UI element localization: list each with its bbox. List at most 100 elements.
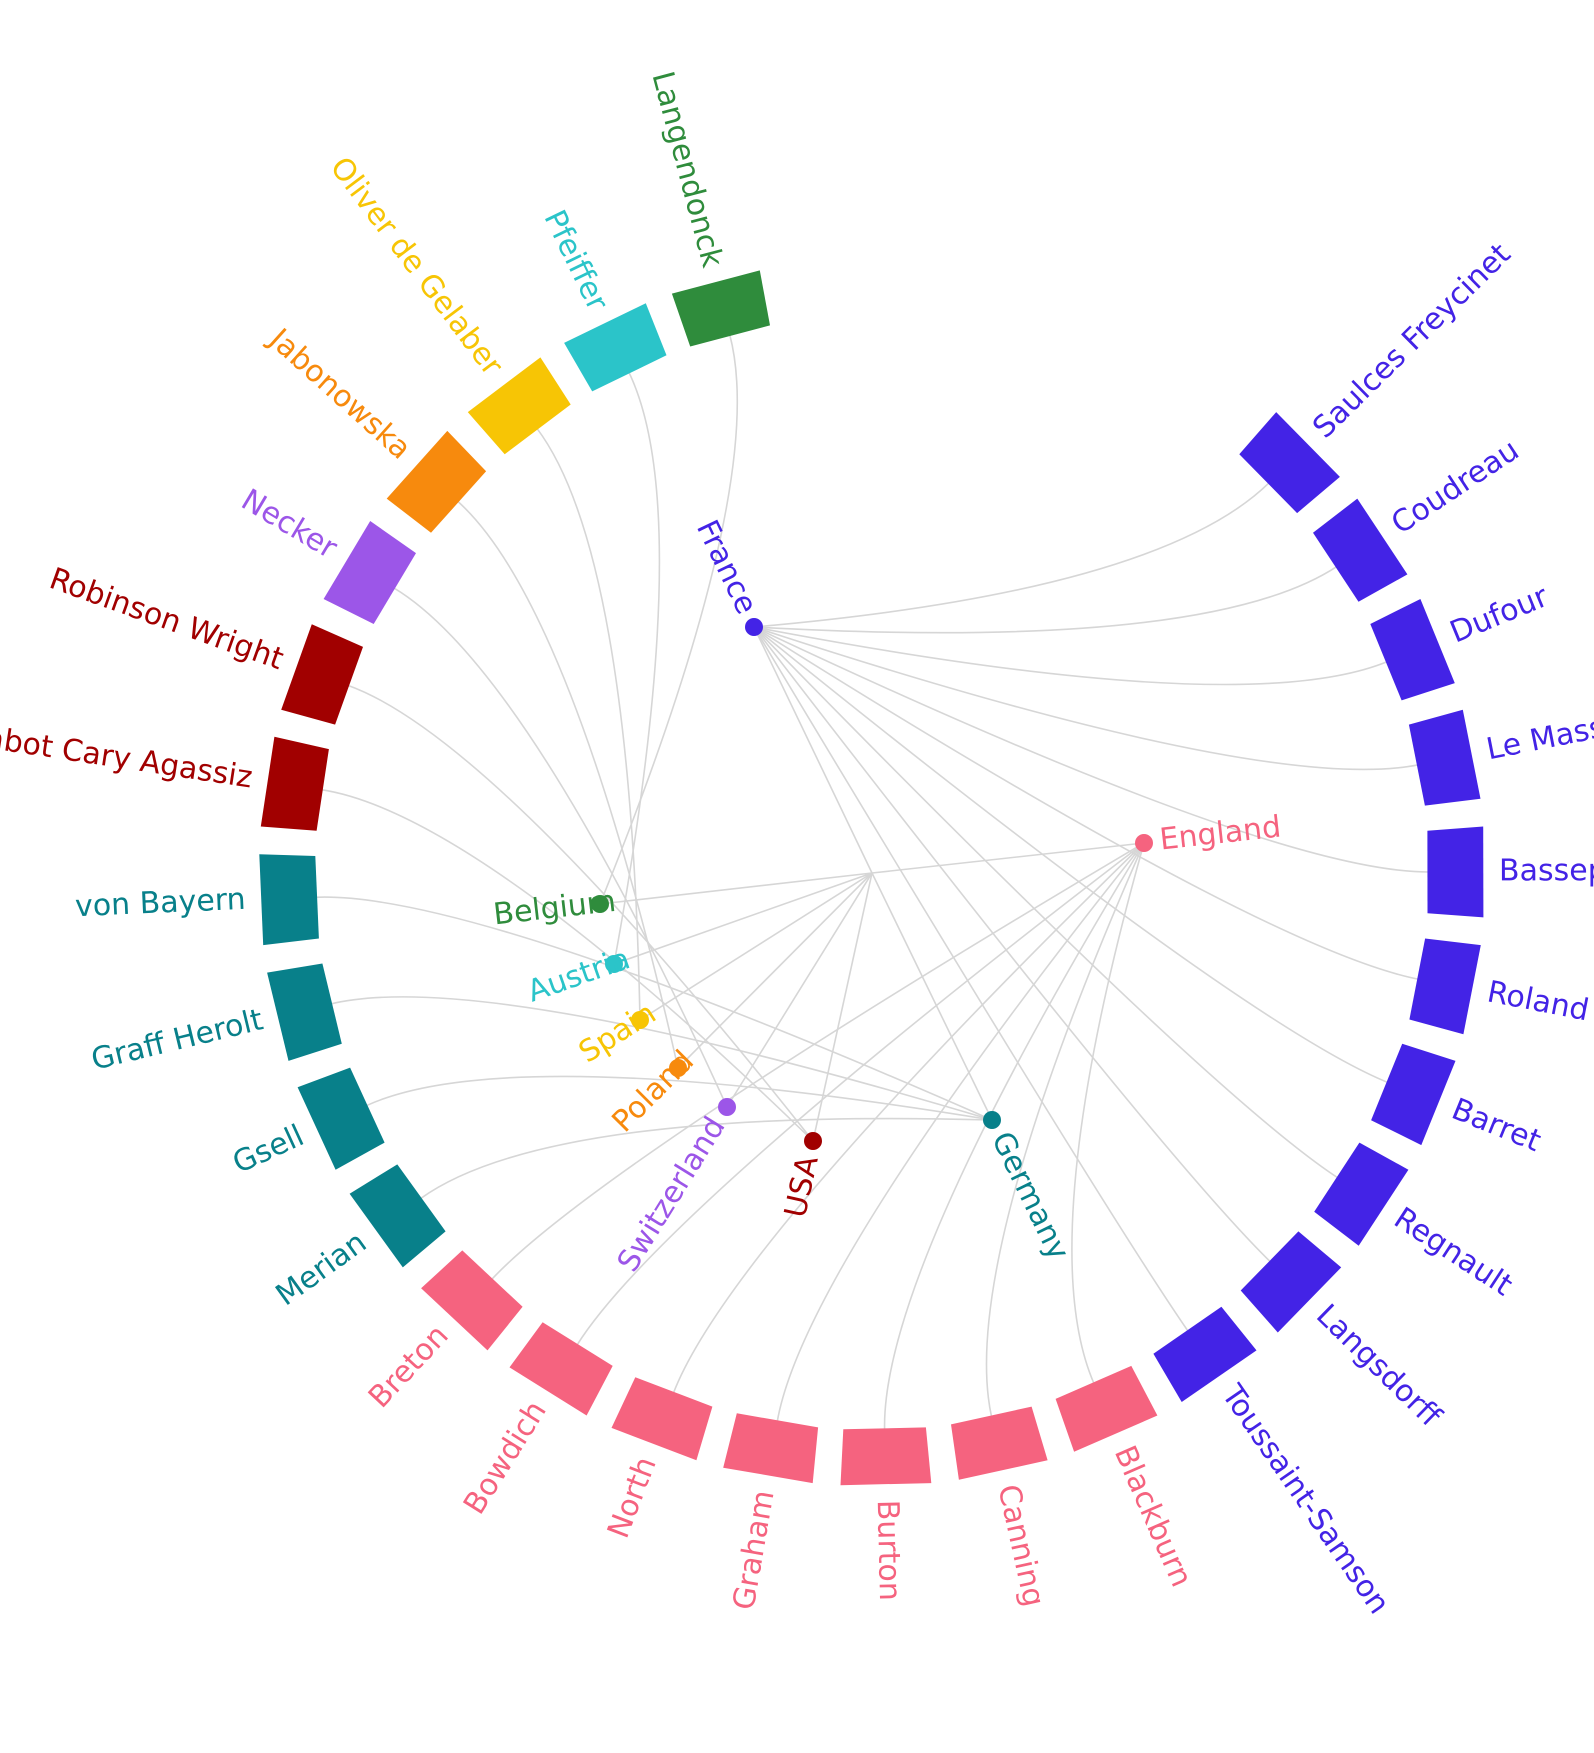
group-node-england (1135, 834, 1153, 852)
leaf-link-regnault (753, 626, 1339, 1179)
leaf-label-pfeiffer: Pfeiffer (537, 205, 615, 317)
group-node-usa (804, 1132, 822, 1150)
group-node-poland (669, 1059, 687, 1077)
leaf-link-saulces-freycinet (753, 482, 1270, 628)
leaf-label-jabonowska: Jabonowska (261, 321, 418, 467)
leaf-link-breton (490, 842, 1145, 1281)
arc-segment-barret (1371, 1043, 1456, 1146)
arc-segment-cabot-cary-agassiz (260, 736, 329, 831)
hub-link-germany (871, 872, 993, 1121)
arc-segment-burton (840, 1427, 932, 1486)
leaf-label-canning: Canning (990, 1481, 1051, 1609)
group-label-germany: Germany (984, 1126, 1076, 1265)
group-label-england: England (1158, 809, 1283, 857)
leaf-label-oliver-de-gelaber: Oliver de Gelaber (323, 151, 510, 383)
arc-segment-pfeiffer (564, 303, 667, 392)
leaf-label-burton: Burton (870, 1499, 907, 1601)
group-node-switzerland (718, 1098, 736, 1116)
group-label-austria: Austria (523, 941, 635, 1009)
arc-segment-coudreau (1313, 498, 1408, 602)
leaf-label-graff-herolt: Graff Herolt (88, 1002, 267, 1077)
arc-segment-roland (1409, 938, 1481, 1035)
leaf-label-saulces-freycinet: Saulces Freycinet (1306, 237, 1518, 446)
arc-segment-langendonck (671, 270, 770, 347)
arc-segment-jabonowska (386, 430, 487, 533)
leaf-label-regnault: Regnault (1388, 1201, 1519, 1304)
arc-segment-regnault (1314, 1142, 1409, 1246)
leaf-link-north (672, 842, 1145, 1394)
leaf-label-barret: Barret (1447, 1092, 1546, 1159)
arc-segment-robinson-wright (281, 624, 363, 725)
hub-link-france (753, 626, 873, 874)
leaf-label-toussaint-samson: Toussaint-Samson (1214, 1378, 1397, 1621)
arc-segment-necker (323, 521, 416, 624)
leaf-label-dufour: Dufour (1445, 579, 1554, 650)
arc-segment-blackburn (1055, 1365, 1158, 1452)
arc-segment-north (611, 1377, 713, 1461)
group-node-belgium (591, 895, 609, 913)
leaf-link-blackburn (1071, 842, 1145, 1385)
leaf-link-barret (753, 626, 1389, 1084)
arc-segment-oliver-de-gelaber (467, 357, 571, 455)
hub-link-switzerland (726, 872, 873, 1108)
leaf-label-langendonck: Langendonck (645, 68, 730, 272)
group-label-usa: USA (778, 1152, 826, 1221)
group-label-spain: Spain (573, 996, 663, 1070)
leaf-label-von-bayern: von Bayern (74, 882, 246, 924)
leaf-link-cabot-cary-agassiz (321, 788, 814, 1142)
leaf-link-coudreau (753, 565, 1338, 634)
leaf-link-necker (393, 587, 728, 1108)
links-layer (315, 334, 1430, 1430)
leaf-arcs-layer (259, 270, 1484, 1486)
leaf-link-roland (753, 626, 1419, 981)
arc-segment-graham (723, 1413, 819, 1484)
leaf-link-jabonowska (456, 500, 679, 1069)
leaf-link-toussaint-samson (753, 626, 1189, 1332)
leaf-label-merian: Merian (270, 1225, 374, 1313)
arc-segment-bowdich (509, 1322, 613, 1416)
group-node-austria (605, 955, 623, 973)
leaf-link-langsdorff (753, 626, 1272, 1263)
group-label-belgium: Belgium (492, 884, 618, 933)
arc-segment-dufour (1370, 599, 1455, 701)
arc-segment-merian (349, 1164, 446, 1268)
leaf-link-pfeiffer (613, 371, 661, 965)
leaf-label-breton: Breton (362, 1318, 456, 1415)
arc-segment-le-masson-le-golft (1408, 709, 1481, 806)
hub-link-poland (677, 872, 873, 1069)
leaf-link-merian (419, 1117, 993, 1200)
group-nodes-layer (591, 618, 1153, 1150)
leaf-label-gsell: Gsell (227, 1118, 309, 1181)
leaf-label-langsdorff: Langsdorff (1309, 1298, 1448, 1435)
group-node-france (745, 618, 763, 636)
arc-segment-canning (951, 1406, 1048, 1480)
arc-segment-langsdorff (1240, 1231, 1342, 1333)
hub-link-england (871, 842, 1145, 874)
group-label-poland: Poland (606, 1044, 701, 1140)
arc-segment-graff-herolt (267, 963, 342, 1061)
group-label-france: France (689, 515, 764, 620)
leaf-link-burton (883, 842, 1145, 1430)
hub-link-spain (639, 872, 873, 1021)
leaf-label-basseporte: Basseporte (1499, 853, 1594, 888)
arc-segment-von-bayern (259, 854, 319, 946)
leaf-link-canning (985, 842, 1145, 1418)
leaf-link-langendonck (599, 334, 739, 905)
arc-segment-saulces-freycinet (1239, 412, 1340, 514)
leaf-link-gsell (365, 1075, 993, 1121)
leaf-label-le-masson-le-golft: Le Masson Le Golft (1484, 678, 1594, 767)
hub-link-belgium (599, 872, 873, 905)
leaf-label-north: North (601, 1452, 664, 1543)
leaf-label-blackburn: Blackburn (1107, 1441, 1199, 1593)
leaf-link-dufour (753, 626, 1388, 686)
group-node-spain (631, 1011, 649, 1029)
leaf-label-necker: Necker (235, 483, 343, 567)
leaf-label-graham: Graham (727, 1488, 782, 1613)
leaf-label-robinson-wright: Robinson Wright (45, 561, 288, 677)
leaf-link-bowdich (576, 842, 1145, 1346)
leaf-link-graham (776, 842, 1145, 1423)
leaf-label-coudreau: Coudreau (1385, 433, 1525, 542)
group-node-germany (983, 1111, 1001, 1129)
